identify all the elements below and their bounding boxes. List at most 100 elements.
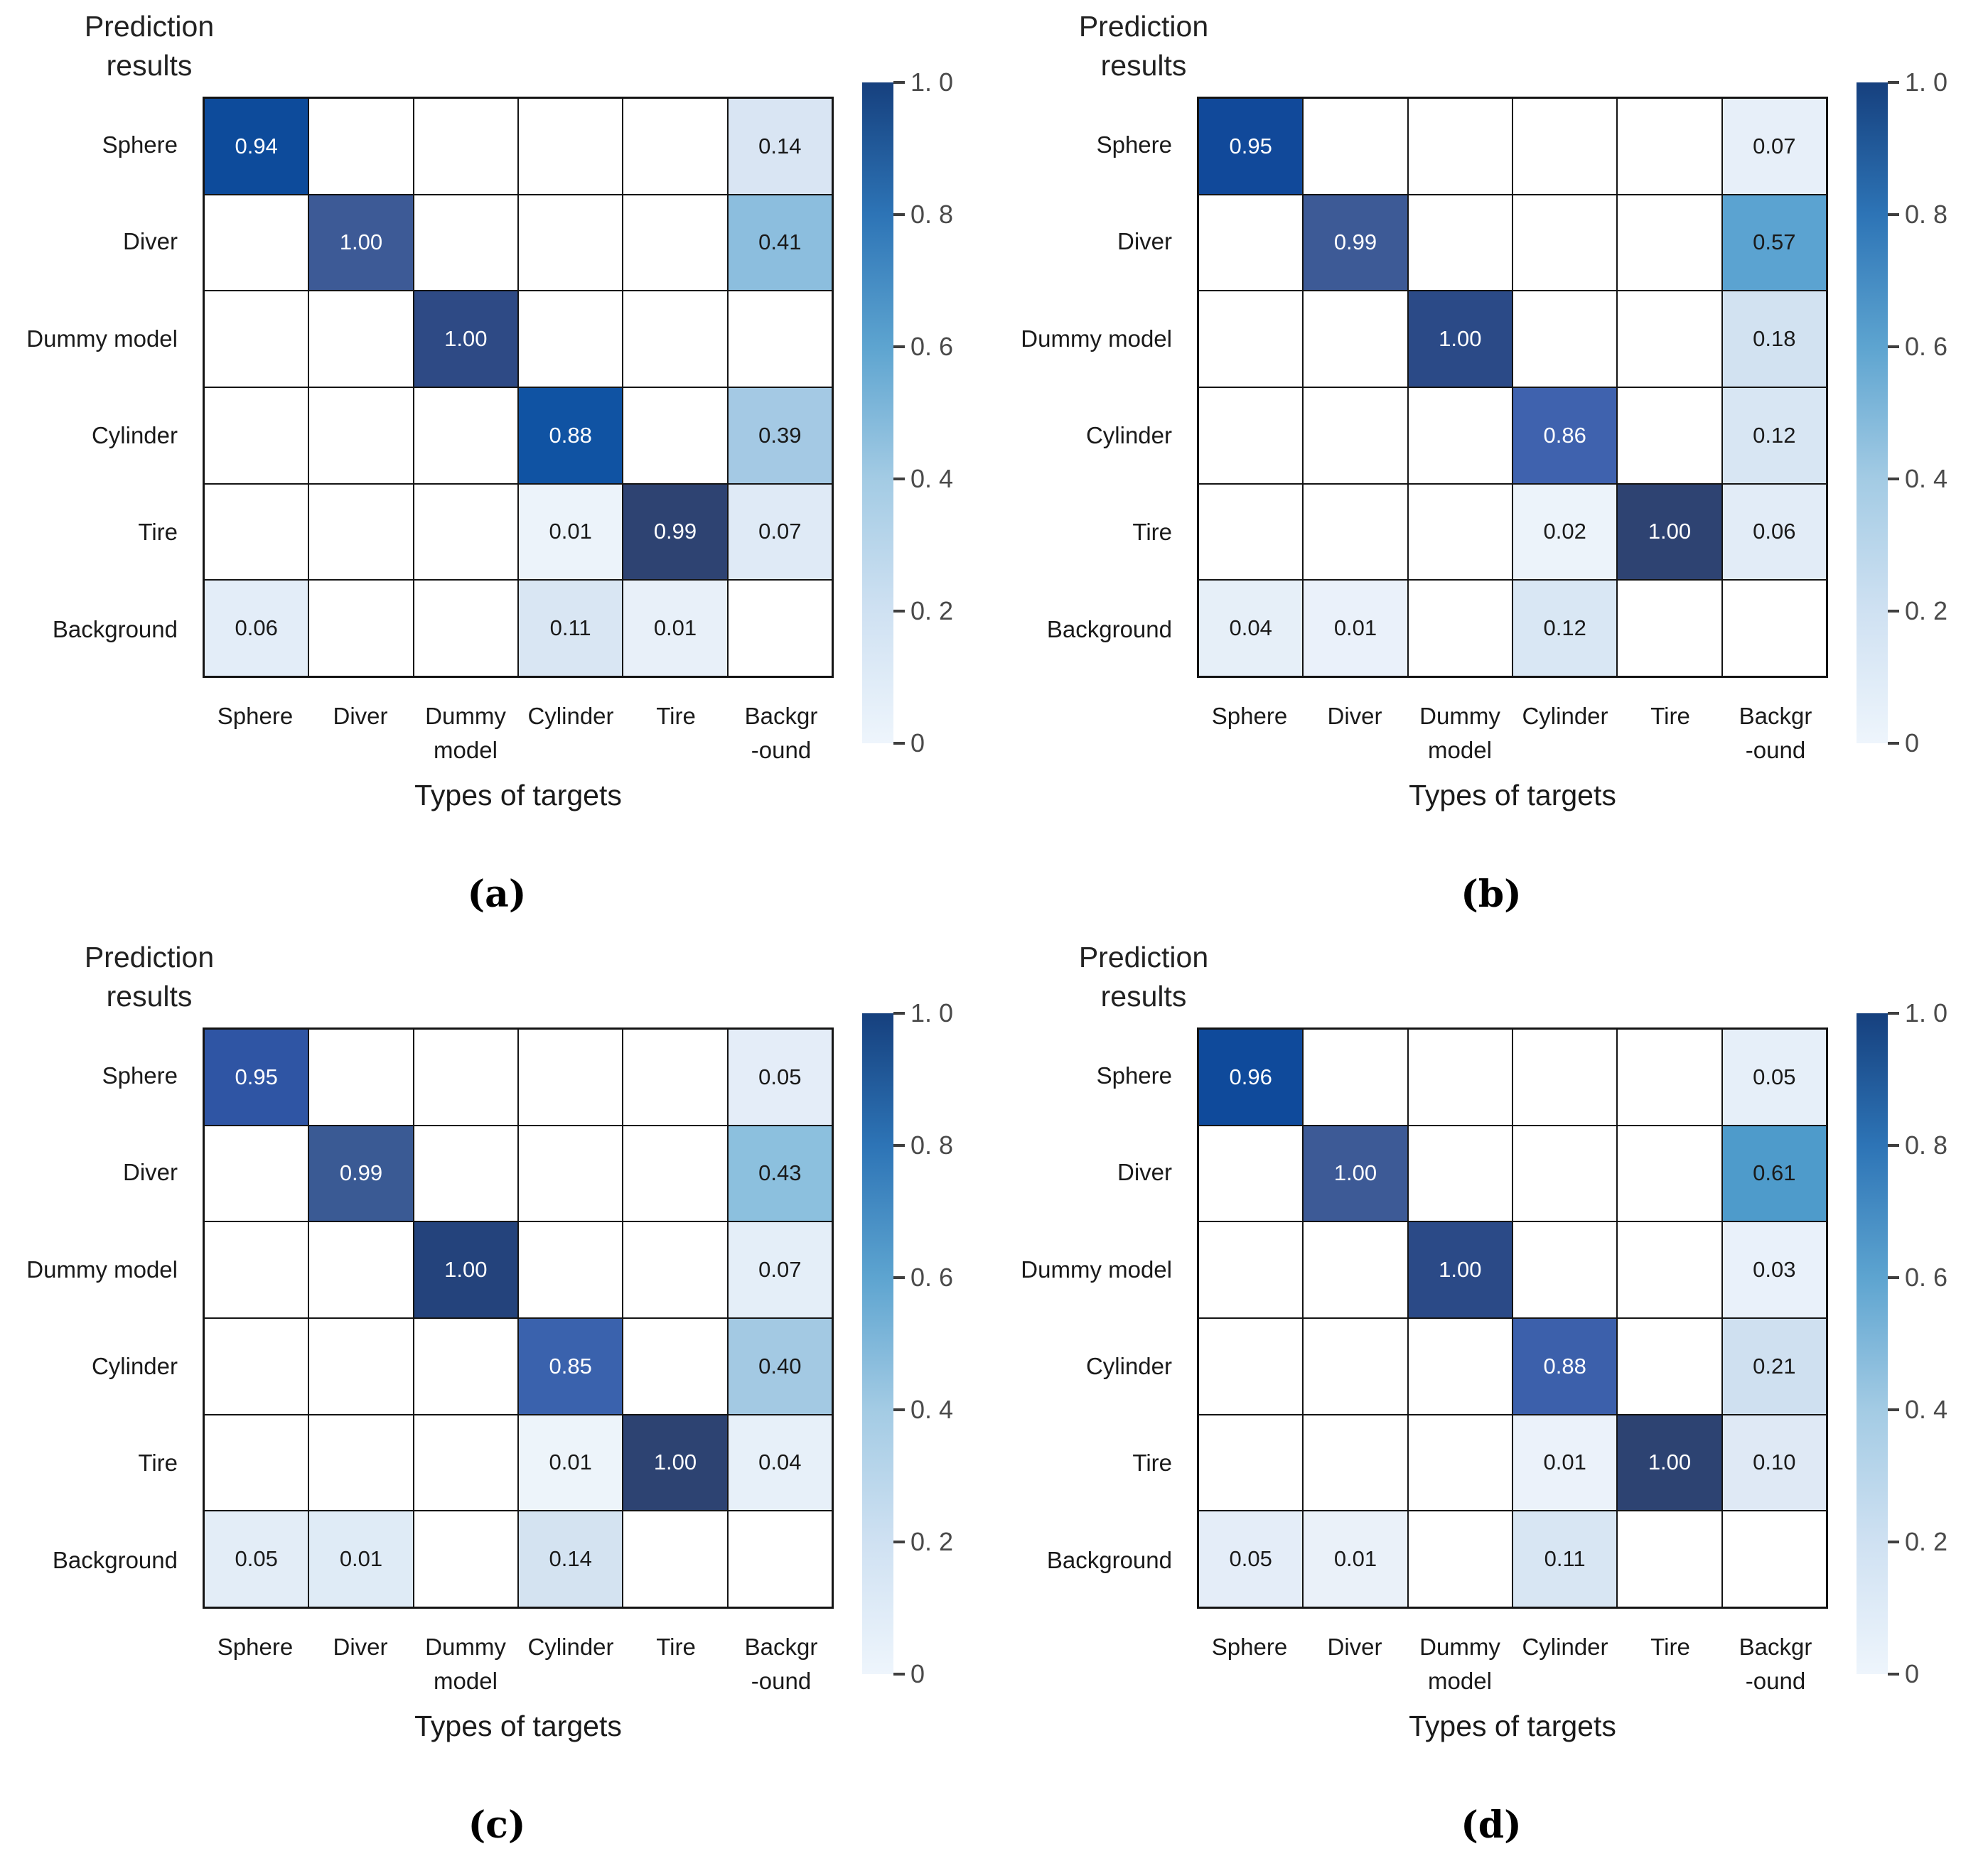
colorbar-tick-mark [893, 1276, 905, 1279]
matrix-cell [1303, 291, 1408, 387]
y-axis-title-line: Prediction [1078, 941, 1209, 973]
matrix-cell [413, 98, 518, 195]
matrix-cell [623, 1125, 728, 1222]
colorbar-tick: 1. 0 [1888, 68, 1947, 97]
matrix-cell: 0.99 [623, 483, 728, 581]
row-label: Tire [138, 519, 178, 546]
colorbar-tick-mark [1888, 1673, 1899, 1676]
matrix-cell: 0.01 [1303, 1511, 1408, 1607]
colorbar-tick: 0 [1888, 1659, 1919, 1689]
colorbar-tick: 0. 4 [893, 464, 953, 494]
matrix-cell [1407, 98, 1513, 195]
colorbar-tick-mark [1888, 478, 1899, 480]
column-label: Tire [656, 1634, 696, 1660]
matrix-cell: 0.40 [727, 1318, 832, 1415]
matrix-cell [1512, 1125, 1618, 1222]
colorbar-tick-label: 0. 6 [910, 1263, 954, 1292]
matrix-cell [308, 580, 414, 676]
colorbar-tick: 0. 4 [893, 1395, 953, 1425]
matrix-cell [308, 387, 414, 484]
colorbar-tick: 0. 2 [893, 596, 953, 626]
matrix-cell: 0.21 [1721, 1318, 1827, 1415]
row-label: Diver [122, 228, 178, 255]
colorbar-tick-label: 0. 4 [910, 464, 954, 493]
matrix-cell: 0.96 [1198, 1029, 1304, 1126]
matrix-cell: 0.03 [1721, 1221, 1827, 1318]
matrix-cell [1617, 580, 1722, 676]
matrix-cell [1617, 1221, 1722, 1318]
matrix-cell [1512, 1029, 1618, 1126]
matrix-cell: 0.06 [1721, 483, 1827, 581]
matrix-cell: 0.61 [1721, 1125, 1827, 1222]
colorbar-tick: 0 [1888, 728, 1919, 758]
matrix-cell [623, 194, 728, 291]
matrix-cell [413, 1318, 518, 1415]
matrix-cell: 0.11 [1512, 1511, 1618, 1607]
matrix-cell: 0.05 [1198, 1511, 1304, 1607]
row-label: Background [52, 1546, 178, 1573]
matrix-cell [1303, 1318, 1408, 1415]
colorbar-tick-mark [893, 742, 905, 745]
matrix-cell [1198, 1414, 1304, 1511]
matrix-cell: 1.00 [1617, 483, 1722, 581]
column-label: Backgr -ound [1739, 1634, 1812, 1694]
row-labels: Sphere Diver Dummy model Cylinder Tire Backgr… [994, 1027, 1185, 1609]
matrix-cell [413, 194, 518, 291]
colorbar-tick: 0. 4 [1888, 464, 1947, 494]
column-label: Diver [333, 1634, 388, 1660]
panel-b: Prediction results Sphere Diver Dummy model… [994, 0, 1988, 930]
matrix-cell [413, 1029, 518, 1126]
colorbar-tick-label: 1. 0 [910, 998, 954, 1027]
column-label: Tire [656, 703, 696, 729]
y-axis-title-line: Prediction [1078, 10, 1209, 43]
colorbar-tick-label: 0. 4 [1905, 1395, 1948, 1424]
matrix-cell [517, 1221, 623, 1318]
matrix-cell [623, 291, 728, 387]
colorbar-tick-mark [1888, 610, 1899, 613]
matrix-cell [1617, 1511, 1722, 1607]
row-label: Dummy model [26, 325, 178, 352]
matrix-cell [204, 291, 309, 387]
colorbar-tick-mark [893, 81, 905, 84]
column-label: Cylinder [527, 1634, 614, 1660]
matrix-cell [727, 291, 832, 387]
colorbar-tick: 0. 8 [893, 200, 953, 230]
column-label: Diver [333, 703, 388, 729]
panel-caption: (b) [1461, 873, 1522, 916]
colorbar-tick-label: 0 [1905, 1659, 1920, 1688]
matrix-cell: 1.00 [1407, 291, 1513, 387]
matrix-cell: 0.57 [1721, 194, 1827, 291]
matrix-cell [517, 1029, 623, 1126]
matrix-cell [1512, 1221, 1618, 1318]
row-label: Diver [122, 1159, 178, 1186]
matrix-cell: 0.02 [1512, 483, 1618, 581]
column-label: Backgr -ound [744, 1634, 818, 1694]
colorbar-tick-label: 0. 2 [910, 1527, 954, 1556]
matrix-cell [204, 387, 309, 484]
column-label: Dummy model [1419, 703, 1500, 763]
column-label: Cylinder [527, 703, 614, 729]
colorbar-tick: 0. 2 [893, 1527, 953, 1557]
colorbar-tick-mark [893, 1144, 905, 1147]
colorbar-tick-label: 0. 8 [1905, 1131, 1948, 1160]
row-labels: Sphere Diver Dummy model Cylinder Tire Backgr… [0, 1027, 190, 1609]
panel-c: Prediction results Sphere Diver Dummy model… [0, 931, 994, 1861]
panel-caption: (d) [1461, 1803, 1522, 1847]
colorbar-tick: 0. 8 [1888, 1131, 1947, 1160]
matrix-cell [1617, 291, 1722, 387]
colorbar: 1. 0 0. 8 0. 6 0. 4 0. 2 0 [862, 998, 953, 1688]
column-label: Cylinder [1522, 703, 1608, 729]
matrix-cell [517, 291, 623, 387]
colorbar-tick-label: 1. 0 [910, 68, 954, 97]
colorbar-tick: 0. 6 [1888, 1263, 1947, 1293]
matrix-cell: 0.04 [1198, 580, 1304, 676]
colorbar-tick-label: 1. 0 [1905, 998, 1948, 1027]
matrix-cell [517, 194, 623, 291]
column-labels: Sphere Diver Dummy model Cylinder Tire Backgr -… [203, 1630, 834, 1698]
matrix-cell [1407, 483, 1513, 581]
row-label: Diver [1117, 1159, 1172, 1186]
matrix-cell [1512, 98, 1618, 195]
colorbar-tick: 0. 6 [893, 1263, 953, 1293]
colorbar-tick: 1. 0 [1888, 998, 1947, 1028]
colorbar-tick-mark [1888, 213, 1899, 216]
